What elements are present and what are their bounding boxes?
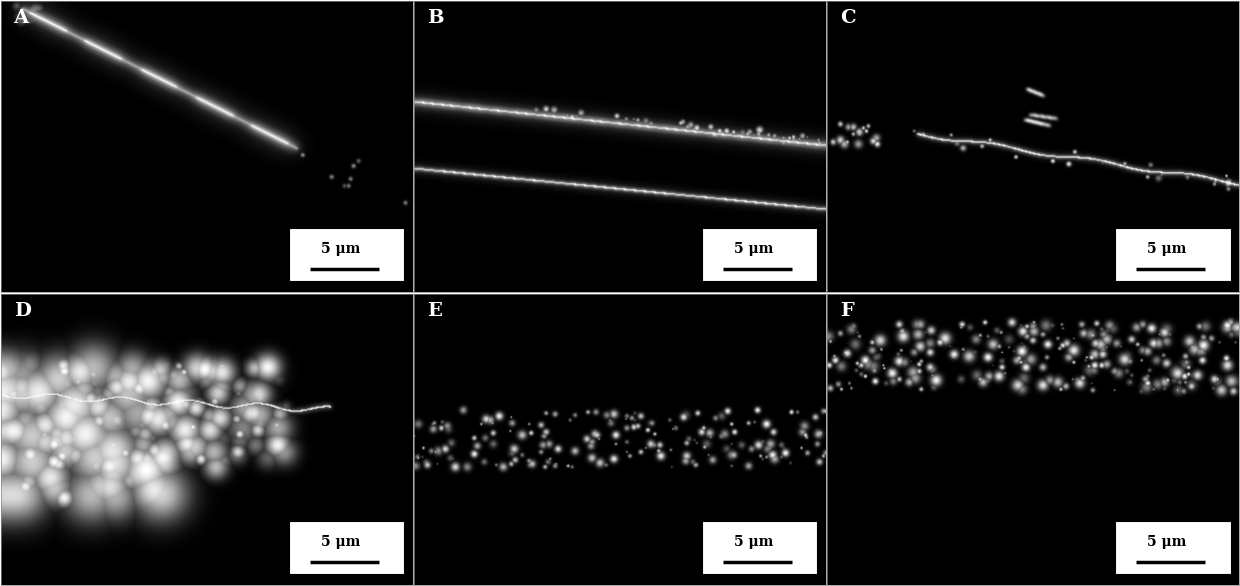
Text: D: D bbox=[14, 302, 31, 321]
FancyBboxPatch shape bbox=[1115, 521, 1230, 574]
Text: 5 μm: 5 μm bbox=[734, 535, 774, 549]
Text: 5 μm: 5 μm bbox=[321, 242, 361, 256]
Text: 5 μm: 5 μm bbox=[1147, 242, 1187, 256]
Text: E: E bbox=[427, 302, 441, 321]
Text: C: C bbox=[839, 9, 856, 28]
Text: 5 μm: 5 μm bbox=[321, 535, 361, 549]
FancyBboxPatch shape bbox=[702, 521, 817, 574]
Text: 5 μm: 5 μm bbox=[1147, 535, 1187, 549]
Text: 5 μm: 5 μm bbox=[734, 242, 774, 256]
Text: F: F bbox=[839, 302, 853, 321]
FancyBboxPatch shape bbox=[289, 228, 404, 281]
FancyBboxPatch shape bbox=[702, 228, 817, 281]
FancyBboxPatch shape bbox=[1115, 228, 1230, 281]
FancyBboxPatch shape bbox=[289, 521, 404, 574]
Text: B: B bbox=[427, 9, 443, 28]
Text: A: A bbox=[14, 9, 29, 28]
